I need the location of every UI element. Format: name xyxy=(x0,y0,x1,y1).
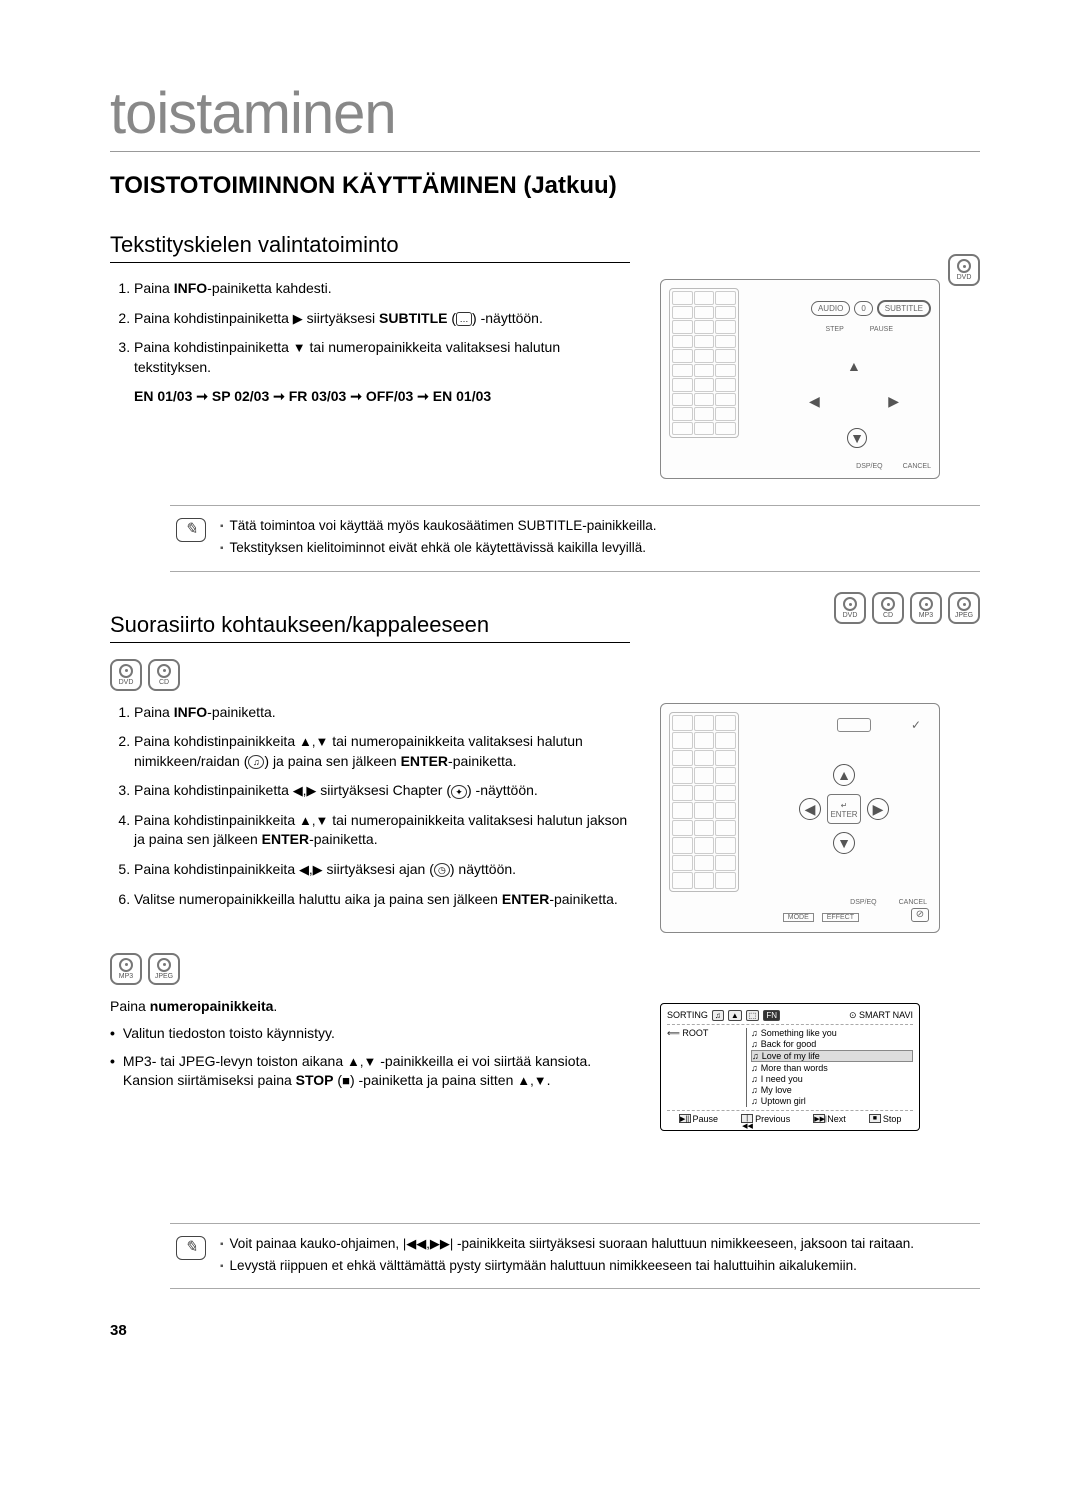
clock-osd-icon: ◷ xyxy=(434,863,450,877)
section-header: TOISTOTOIMINNON KÄYTTÄMINEN (Jatkuu) xyxy=(110,172,980,200)
s1-step1: Paina INFO-painiketta kahdesti. xyxy=(134,279,630,299)
prev-next-icon: |◀◀,▶▶| xyxy=(403,1236,453,1251)
updown-arrow-icon: ▲,▼ xyxy=(347,1054,376,1069)
nav-pad-1: ▲ ▼ ◀ ▶ xyxy=(809,358,899,448)
cd-badge-icon: CD xyxy=(148,659,180,691)
s3-bullet2: MP3- tai JPEG-levyn toiston aikana ▲,▼ -… xyxy=(110,1052,630,1091)
jpeg-badge-icon: JPEG xyxy=(948,592,980,624)
dvd-badge-icon: DVD xyxy=(948,254,980,286)
subtitle-sequence: EN 01/03 ➞ SP 02/03 ➞ FR 03/03 ➞ OFF/03 … xyxy=(134,387,630,407)
note-icon: ✎ xyxy=(176,1236,206,1260)
remote-diagram-2: ✓ ▲ ▼ ◀ ▶ ↵ENTER DSP/EQCANCEL MODE EFFEC… xyxy=(660,703,940,933)
chapter-osd-icon: ✦ xyxy=(451,785,467,799)
subtitle-pill: SUBTITLE xyxy=(877,300,931,317)
page-number: 38 xyxy=(110,1322,127,1339)
disc-badges-top: DVD xyxy=(948,254,980,286)
mp3-badge-icon: MP3 xyxy=(910,592,942,624)
zero-pill: 0 xyxy=(854,301,872,316)
subtitle-osd-icon: … xyxy=(456,312,472,326)
jpeg-badge-icon: JPEG xyxy=(148,953,180,985)
updown-arrow-icon: ▲,▼ xyxy=(517,1073,546,1088)
subheader-subtitle-lang: Tekstityskielen valintatoiminto xyxy=(110,232,630,263)
remote-diagram-1: AUDIO 0 SUBTITLE STEPPAUSE ▲ ▼ ◀ ▶ DSP/E… xyxy=(660,279,940,479)
file-navigator: SORTING ♫▲⬚FN ⊙ SMART NAVI ⟸ ROOT ♫Somet… xyxy=(660,1003,920,1131)
section1-text: Paina INFO-painiketta kahdesti. Paina ko… xyxy=(110,279,630,479)
subheader-direct-jump: Suorasiirto kohtaukseen/kappaleeseen xyxy=(110,612,630,643)
nav-pad-2: ▲ ▼ ◀ ▶ ↵ENTER xyxy=(799,764,889,854)
mp3-badge-icon: MP3 xyxy=(110,953,142,985)
s2-step1: Paina INFO-painiketta. xyxy=(134,703,630,723)
s1-step3: Paina kohdistinpainiketta ▼ tai numeropa… xyxy=(134,338,630,377)
enter-button-icon: ↵ENTER xyxy=(827,794,861,824)
s1-step2: Paina kohdistinpainiketta ▶ siirtyäksesi… xyxy=(134,309,630,329)
dvd-badge-icon: DVD xyxy=(110,659,142,691)
section2-text: Paina INFO-painiketta. Paina kohdistinpa… xyxy=(110,703,630,933)
leftright-arrow-icon: ◀,▶ xyxy=(293,783,317,798)
dvd-badge-icon: DVD xyxy=(834,592,866,624)
s2-step4: Paina kohdistinpainikkeita ▲,▼ tai numer… xyxy=(134,811,630,850)
s2-step5: Paina kohdistinpainikkeita ◀,▶ siirtyäks… xyxy=(134,860,630,880)
s3-bullet1: Valitun tiedoston toisto käynnistyy. xyxy=(110,1024,630,1044)
disc-badges-sec2: DVD CD MP3 JPEG xyxy=(834,592,980,624)
updown-arrow-icon: ▲,▼ xyxy=(299,813,328,828)
s2-step2: Paina kohdistinpainikkeita ▲,▼ tai numer… xyxy=(134,732,630,771)
audio-pill: AUDIO xyxy=(811,301,850,316)
down-arrow-icon: ▼ xyxy=(293,340,306,355)
stop-icon: ■ xyxy=(342,1073,350,1088)
s2-step6: Valitse numeropainikkeilla haluttu aika … xyxy=(134,890,630,910)
cd-badge-icon: CD xyxy=(872,592,904,624)
disc-badges-inline-1: DVD CD xyxy=(110,659,980,691)
leftright-arrow-icon: ◀,▶ xyxy=(299,862,323,877)
note-box-2: ✎ Voit painaa kauko-ohjaimen, |◀◀,▶▶| -p… xyxy=(170,1223,980,1290)
page-title: toistaminen xyxy=(110,80,980,152)
song-list: ♫Something like you ♫Back for good ♫Love… xyxy=(751,1028,913,1107)
disc-badges-inline-2: MP3 JPEG xyxy=(110,953,980,985)
note-box-1: ✎ Tätä toimintoa voi käyttää myös kaukos… xyxy=(170,505,980,572)
section3-text: Paina numeropainikkeita. Valitun tiedost… xyxy=(110,997,630,1197)
s2-step3: Paina kohdistinpainiketta ◀,▶ siirtyäkse… xyxy=(134,781,630,801)
updown-arrow-icon: ▲,▼ xyxy=(299,734,328,749)
right-arrow-icon: ▶ xyxy=(293,311,303,326)
note-icon: ✎ xyxy=(176,518,206,542)
title-osd-icon: ♫ xyxy=(248,755,264,769)
